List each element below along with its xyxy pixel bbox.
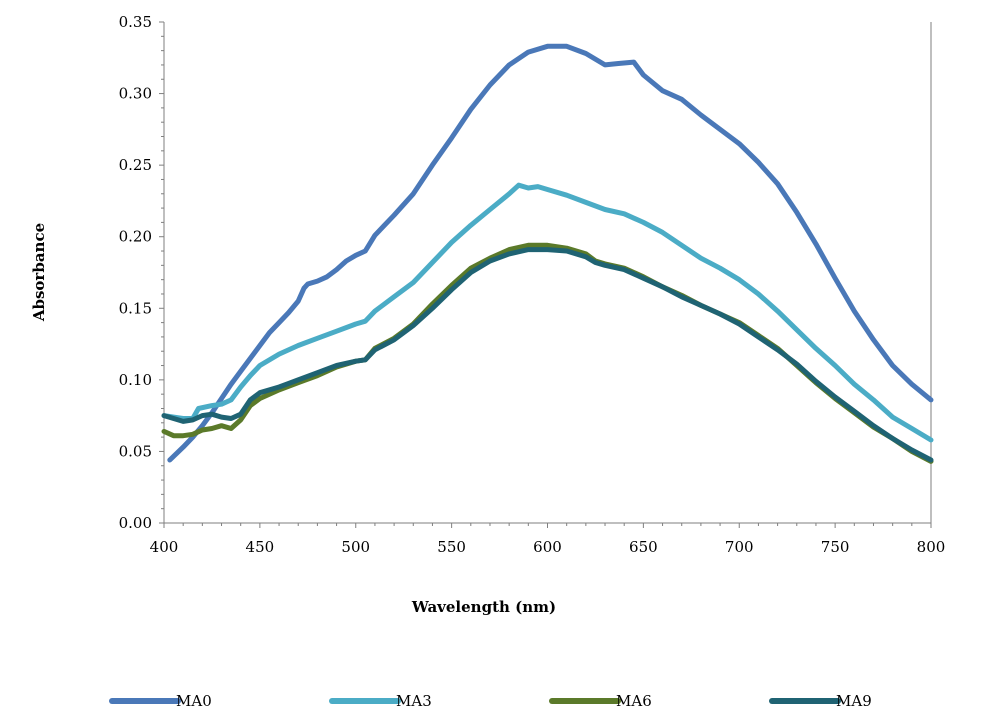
series-layer: [161, 43, 934, 464]
series-line-ma9: [161, 247, 934, 463]
y-tick-label: 0.10: [119, 371, 152, 389]
legend-label-ma9: MA9: [836, 692, 872, 710]
y-tick-label: 0.15: [119, 299, 152, 317]
y-tick-label: 0.25: [119, 156, 152, 174]
y-axis-title: Absorbance: [30, 223, 48, 322]
y-tick-label: 0.00: [119, 514, 152, 532]
y-tick-label: 0.20: [119, 228, 152, 246]
x-tick-label: 400: [150, 538, 179, 556]
x-tick-label: 500: [341, 538, 370, 556]
legend-label-ma3: MA3: [396, 692, 432, 710]
x-tick-label: 750: [821, 538, 850, 556]
x-tick-label: 550: [437, 538, 466, 556]
series-line-ma0: [167, 43, 934, 463]
x-tick-label: 800: [917, 538, 946, 556]
legend: MA0 MA3 MA6 MA9: [109, 692, 872, 710]
x-axis-title: Wavelength (nm): [411, 598, 556, 616]
legend-label-ma6: MA6: [616, 692, 652, 710]
x-tick-label: 450: [246, 538, 275, 556]
y-tick-label: 0.35: [119, 13, 152, 31]
x-tick-label: 600: [533, 538, 562, 556]
axes: 0.00 0.05 0.10 0.15 0.20 0.25 0.30 0.35 400 450 50…: [119, 13, 946, 556]
y-tick-label: 0.05: [119, 442, 152, 460]
x-tick-label: 650: [629, 538, 658, 556]
series-line-ma3: [161, 182, 934, 443]
y-tick-label: 0.30: [119, 85, 152, 103]
x-tick-label: 700: [725, 538, 754, 556]
legend-label-ma0: MA0: [176, 692, 212, 710]
